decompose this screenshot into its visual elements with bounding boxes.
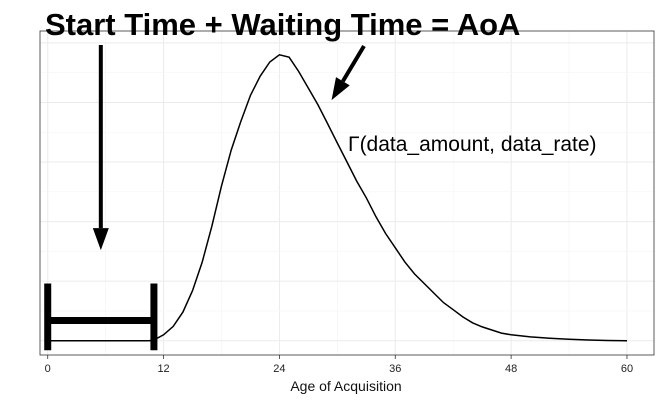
plot-panel [39,30,655,356]
x-tick-label: 36 [389,363,401,375]
chart-title: Start Time + Waiting Time = AoA [45,7,520,42]
gamma-annotation: Γ(data_amount, data_rate) [348,133,597,156]
density-curve [47,53,628,342]
x-tick-label: 48 [505,363,517,375]
x-tick-label: 0 [45,363,51,375]
x-tick-label: 12 [157,363,169,375]
gamma-curve-arrow [331,44,366,101]
start-interval-bracket [44,283,158,351]
x-axis-label: Age of Acquisition [290,378,401,394]
x-tick-label: 60 [621,363,633,375]
x-axis: 0 12 24 36 48 60 [45,355,633,375]
arrows [92,44,366,251]
grid [40,31,654,355]
x-tick-label: 24 [273,363,285,375]
start-interval-arrow [92,45,109,251]
